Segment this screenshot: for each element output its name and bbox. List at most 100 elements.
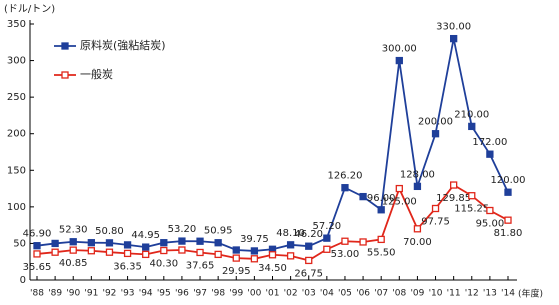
point: [178, 237, 186, 245]
x-tick-label: '94: [139, 289, 153, 299]
x-tick-label: '10: [429, 289, 443, 299]
legend-marker: [61, 42, 69, 50]
data-label: 210.00: [454, 109, 489, 120]
y-tick-label: 0: [20, 275, 26, 286]
data-label: 50.95: [204, 226, 233, 237]
data-label: 330.00: [436, 22, 471, 33]
data-label: 57.20: [313, 221, 342, 232]
point: [232, 246, 240, 254]
x-tick-label: '04: [320, 289, 334, 299]
data-label: 97.75: [421, 217, 450, 228]
point: [142, 250, 150, 259]
x-tick-label: '89: [48, 289, 62, 299]
point: [504, 188, 512, 196]
y-tick-label: 350: [7, 19, 26, 30]
point: [341, 237, 349, 245]
y-axis-label: (ドル/トン): [4, 4, 55, 15]
point: [486, 150, 494, 158]
x-tick-label: '88: [30, 289, 44, 299]
data-label: 48.10: [276, 228, 305, 239]
point: [305, 256, 313, 265]
point: [214, 239, 222, 247]
x-tick-label: '12: [465, 289, 479, 299]
x-tick-label: '11: [447, 289, 461, 299]
y-tick-label: 300: [7, 56, 26, 67]
point: [341, 184, 349, 192]
data-label: 40.30: [149, 259, 178, 270]
point: [87, 247, 95, 255]
data-label: 53.00: [331, 249, 360, 260]
x-tick-label: '99: [229, 289, 243, 299]
point: [33, 250, 41, 258]
data-label: 26.75: [294, 268, 323, 279]
x-tick-label: '09: [410, 289, 424, 299]
x-tick-label: '95: [157, 289, 171, 299]
data-label: 129.85: [436, 193, 471, 204]
point: [105, 248, 114, 256]
data-label: 53.20: [168, 224, 197, 235]
data-label: 200.00: [418, 117, 453, 128]
x-tick-label: '01: [266, 289, 280, 299]
point: [160, 239, 168, 247]
point: [377, 206, 385, 214]
point: [286, 241, 295, 249]
data-label: 96.00: [367, 193, 396, 204]
x-tick-label: '08: [392, 289, 406, 299]
point: [123, 241, 132, 249]
x-tick-label: '05: [338, 289, 352, 299]
data-label: 50.80: [95, 226, 124, 237]
data-label: 70.00: [403, 237, 432, 248]
point: [413, 225, 422, 233]
x-tick-label: '13: [483, 289, 497, 299]
x-tick-label: '02: [284, 289, 298, 299]
data-label: 52.30: [59, 225, 88, 236]
data-label: 115.25: [454, 204, 489, 215]
data-label: 125.00: [382, 197, 417, 208]
point: [305, 242, 313, 250]
x-tick-label: '00: [247, 289, 261, 299]
point: [250, 255, 259, 263]
x-axis-label: (年度): [518, 288, 543, 300]
x-tick-label: '03: [302, 289, 316, 299]
point: [268, 251, 277, 259]
x-tick-label: '14: [501, 289, 515, 299]
x-tick-label: '96: [175, 289, 189, 299]
point: [196, 237, 204, 245]
x-tick-label: '91: [84, 289, 98, 299]
point: [413, 182, 422, 191]
y-tick-label: 100: [7, 202, 26, 213]
data-label: 39.75: [240, 234, 269, 245]
point: [286, 252, 295, 260]
point: [468, 192, 476, 200]
x-tick-label: '07: [374, 289, 388, 299]
point: [395, 56, 403, 65]
point: [359, 192, 367, 201]
point: [33, 242, 41, 250]
point: [196, 248, 204, 257]
point: [87, 239, 95, 247]
point: [160, 246, 168, 255]
point: [450, 181, 458, 189]
point: [450, 34, 458, 43]
data-label: 126.20: [327, 171, 362, 182]
point: [250, 247, 259, 255]
data-label: 55.50: [367, 247, 396, 258]
data-label: 40.85: [59, 258, 88, 269]
point: [51, 239, 59, 248]
point: [142, 243, 150, 251]
point: [431, 204, 440, 213]
point: [69, 238, 77, 246]
data-label: 128.00: [400, 169, 435, 180]
x-tick-label: '93: [121, 289, 135, 299]
point: [178, 246, 186, 254]
point: [323, 234, 331, 242]
point: [323, 245, 331, 253]
point: [105, 239, 114, 247]
point: [486, 206, 494, 215]
point: [69, 246, 77, 254]
point: [123, 249, 132, 258]
y-tick-label: 150: [7, 165, 26, 176]
data-label: 35.65: [23, 262, 52, 273]
